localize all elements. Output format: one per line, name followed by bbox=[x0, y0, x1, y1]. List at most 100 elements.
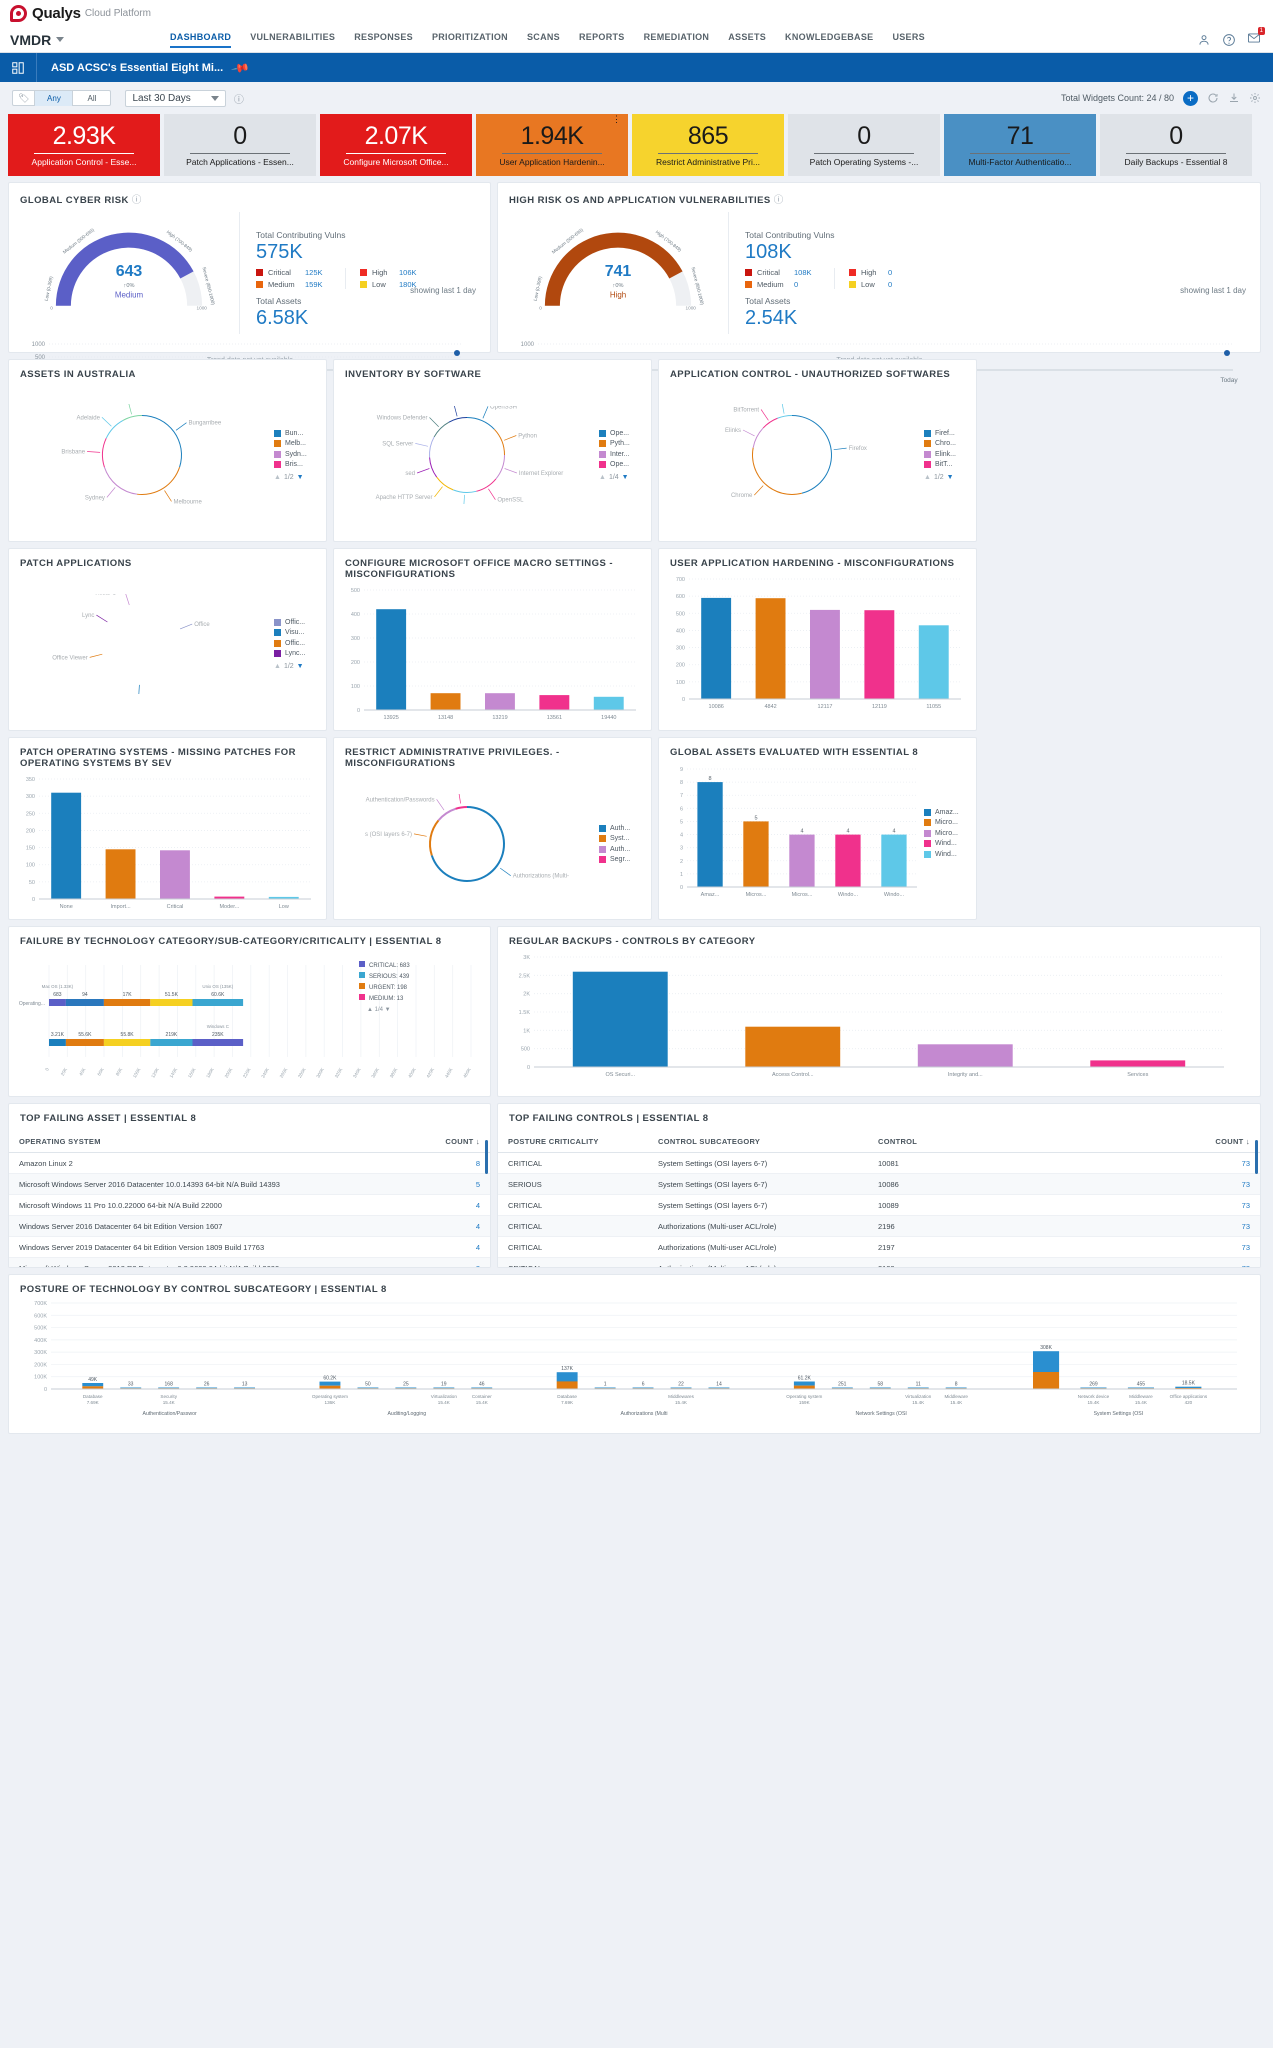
bar[interactable] bbox=[918, 625, 949, 699]
bar-segment-top[interactable] bbox=[945, 1387, 967, 1389]
legend-item[interactable]: Micro... bbox=[924, 819, 970, 826]
bar[interactable] bbox=[810, 609, 840, 699]
legend-pager[interactable]: ▲ 1/4 ▼ bbox=[599, 474, 645, 481]
bar-segment-top[interactable] bbox=[120, 1387, 142, 1389]
dashboard-grid-icon[interactable] bbox=[0, 61, 36, 75]
pie-slice[interactable] bbox=[136, 467, 180, 495]
bar[interactable] bbox=[51, 792, 82, 899]
cell-count[interactable]: 4 bbox=[420, 1194, 490, 1216]
nav-item-vulnerabilities[interactable]: VULNERABILITIES bbox=[250, 31, 336, 42]
cell-count[interactable]: 73 bbox=[1018, 1257, 1260, 1267]
bar[interactable] bbox=[745, 1026, 841, 1067]
nav-item-reports[interactable]: REPORTS bbox=[578, 31, 625, 42]
bar-segment-top[interactable] bbox=[319, 1381, 341, 1386]
kpi-menu-icon[interactable]: ⋮ bbox=[612, 114, 621, 124]
download-icon[interactable] bbox=[1228, 92, 1240, 104]
legend-item[interactable]: Melb... bbox=[274, 440, 320, 447]
bar[interactable] bbox=[593, 696, 624, 710]
pin-icon[interactable]: 📌 bbox=[230, 57, 251, 78]
legend-item[interactable]: Micro... bbox=[924, 829, 970, 837]
pie-slice[interactable] bbox=[105, 419, 123, 439]
bar-segment-top[interactable] bbox=[82, 1383, 104, 1387]
pie-slice[interactable] bbox=[141, 415, 182, 468]
bar-segment-top[interactable] bbox=[158, 1387, 180, 1389]
table-row[interactable]: Windows Server 2016 Datacenter 64 bit Ed… bbox=[9, 1215, 490, 1237]
pie-slice[interactable] bbox=[141, 606, 180, 672]
bar[interactable] bbox=[376, 609, 407, 710]
mail-icon[interactable] bbox=[1247, 31, 1261, 45]
kpi-tile-7[interactable]: 0 Daily Backups - Essential 8 bbox=[1100, 114, 1252, 176]
bar-segment-top[interactable] bbox=[594, 1387, 616, 1389]
cell-count[interactable]: 4 bbox=[420, 1215, 490, 1237]
bar-segment-top[interactable] bbox=[196, 1387, 218, 1389]
pie-slice[interactable] bbox=[762, 417, 778, 429]
bar[interactable] bbox=[701, 597, 732, 699]
pie-slice[interactable] bbox=[428, 436, 435, 458]
bar[interactable] bbox=[214, 896, 245, 899]
tag-filter-any[interactable]: Any bbox=[34, 90, 73, 106]
pie-slice[interactable] bbox=[435, 476, 453, 491]
legend-item[interactable]: Bris... bbox=[274, 461, 320, 468]
legend-item[interactable]: Visu... bbox=[274, 629, 320, 636]
page-down-icon[interactable]: ▼ bbox=[621, 473, 629, 481]
legend-item[interactable]: Offic... bbox=[274, 639, 320, 647]
nav-item-dashboard[interactable]: DASHBOARD bbox=[170, 32, 232, 48]
bar[interactable] bbox=[880, 834, 907, 887]
table-row[interactable]: Windows Server 2019 Datacenter 64 bit Ed… bbox=[9, 1236, 490, 1258]
app-module-selector[interactable]: VMDR bbox=[0, 32, 170, 48]
info-icon[interactable]: ⓘ bbox=[131, 195, 142, 206]
nav-item-knowledgebase[interactable]: KNOWLEDGEBASE bbox=[785, 31, 874, 42]
add-widget-button[interactable]: + bbox=[1183, 90, 1198, 106]
pie-slice[interactable] bbox=[103, 467, 137, 495]
cell-count[interactable]: 4 bbox=[420, 1236, 490, 1258]
page-up-icon[interactable]: ▲ bbox=[599, 473, 606, 481]
cell-count[interactable]: 73 bbox=[1018, 1194, 1260, 1216]
bar-segment-top[interactable] bbox=[708, 1387, 730, 1389]
pie-slice[interactable] bbox=[751, 447, 802, 495]
legend-item[interactable]: Chro... bbox=[924, 440, 970, 447]
bar-segment-top[interactable] bbox=[907, 1387, 929, 1389]
bar-segment-top[interactable] bbox=[357, 1387, 379, 1389]
bar-segment-top[interactable] bbox=[556, 1372, 578, 1382]
pie-slice[interactable] bbox=[466, 417, 495, 430]
col-count[interactable]: COUNT ↓ bbox=[1018, 1131, 1260, 1153]
table-row[interactable]: CRITICAL Authorizations (Multi-user ACL/… bbox=[498, 1236, 1260, 1258]
scrollbar-thumb[interactable] bbox=[485, 1140, 488, 1174]
pie-slice[interactable] bbox=[428, 819, 439, 856]
cell-count[interactable]: 73 bbox=[1018, 1173, 1260, 1195]
bar-segment-top[interactable] bbox=[869, 1387, 891, 1389]
bar-segment-top[interactable] bbox=[1033, 1351, 1060, 1372]
legend-item[interactable]: Segr... bbox=[599, 856, 645, 864]
bar[interactable] bbox=[1090, 1060, 1186, 1067]
bar[interactable] bbox=[864, 610, 895, 699]
stacked-segment[interactable] bbox=[192, 1039, 244, 1046]
pie-slice[interactable] bbox=[101, 437, 107, 468]
legend-item[interactable]: Sydn... bbox=[274, 450, 320, 458]
bar-segment-top[interactable] bbox=[471, 1387, 493, 1389]
date-range-selector[interactable]: Last 30 Days bbox=[125, 89, 226, 107]
page-up-icon[interactable]: ▲ bbox=[274, 662, 281, 670]
nav-item-scans[interactable]: SCANS bbox=[526, 31, 560, 42]
stacked-segment[interactable] bbox=[65, 999, 104, 1006]
bar-segment-top[interactable] bbox=[1080, 1387, 1107, 1389]
bar[interactable] bbox=[539, 695, 570, 710]
nav-item-assets[interactable]: ASSETS bbox=[728, 31, 767, 42]
legend-item[interactable]: Elink... bbox=[924, 450, 970, 458]
gear-icon[interactable] bbox=[1249, 92, 1261, 104]
bar[interactable] bbox=[572, 971, 668, 1067]
pie-slice[interactable] bbox=[428, 457, 437, 478]
scrollbar-thumb[interactable] bbox=[1255, 1140, 1258, 1174]
kpi-tile-3[interactable]: 1.94K User Application Hardenin... ⋮ bbox=[476, 114, 628, 176]
kpi-tile-0[interactable]: 2.93K Application Control - Esse... bbox=[8, 114, 160, 176]
cell-count[interactable]: 5 bbox=[420, 1173, 490, 1195]
page-down-icon[interactable]: ▼ bbox=[296, 662, 304, 670]
bar-segment-top[interactable] bbox=[1127, 1387, 1154, 1389]
pie-slice[interactable] bbox=[776, 415, 792, 419]
col-operating-system[interactable]: OPERATING SYSTEM bbox=[9, 1131, 420, 1153]
table-row[interactable]: CRITICAL System Settings (OSI layers 6-7… bbox=[498, 1194, 1260, 1216]
legend-item[interactable]: Lync... bbox=[274, 650, 320, 657]
page-up-icon[interactable]: ▲ bbox=[924, 473, 931, 481]
table-row[interactable]: CRITICAL Authorizations (Multi-user ACL/… bbox=[498, 1215, 1260, 1237]
bar-segment-bottom[interactable] bbox=[1175, 1388, 1202, 1389]
pie-slice[interactable] bbox=[103, 636, 113, 669]
